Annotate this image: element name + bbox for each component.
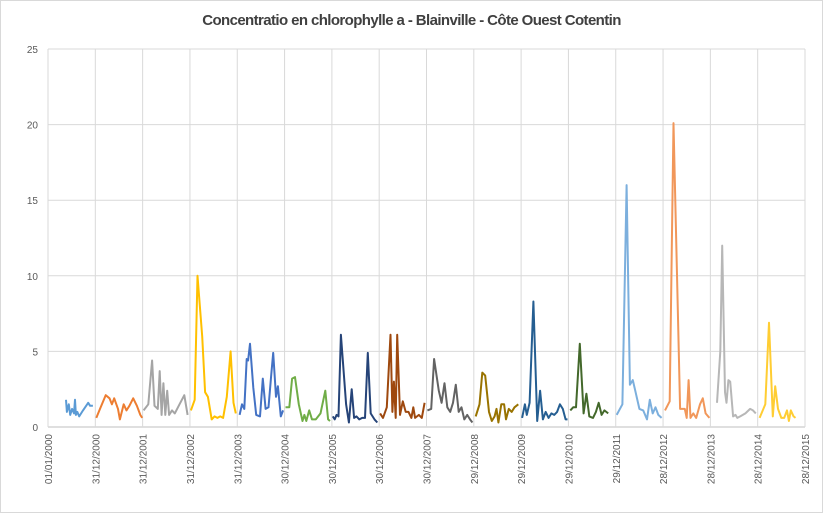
x-tick-label: 28/12/2012: [659, 434, 670, 484]
x-tick-label: 28/12/2015: [801, 434, 812, 484]
series-line-2008: [427, 358, 474, 424]
x-tick-label: 30/12/2006: [375, 434, 386, 484]
x-tick-label: 31/12/2003: [233, 434, 244, 484]
x-tick-label: 30/12/2005: [328, 434, 339, 484]
x-tick-label: 30/12/2004: [281, 434, 292, 484]
x-tick-label: 31/12/2002: [186, 434, 197, 484]
series-line-2006: [331, 333, 379, 424]
x-tick-label: 29/12/2008: [470, 434, 481, 484]
series-line-2003: [189, 274, 237, 421]
x-tick-label: 29/12/2010: [564, 434, 575, 484]
series-line-2004: [238, 342, 285, 418]
y-tick-label: 15: [27, 196, 39, 207]
series-line-2014: [716, 244, 757, 419]
x-tick-label: 30/12/2007: [423, 434, 434, 484]
y-tick-label: 0: [32, 423, 38, 434]
series-line-2011: [569, 342, 609, 419]
y-tick-label: 5: [32, 347, 38, 358]
series-line-2013: [664, 122, 711, 419]
x-tick-label: 28/12/2014: [754, 434, 765, 484]
chart-title: Concentratio en chlorophylle a - Blainvi…: [202, 12, 621, 29]
series-line-2001: [95, 394, 144, 421]
series-line-2005: [285, 376, 331, 422]
y-tick-label: 20: [27, 121, 39, 132]
y-tick-label: 10: [27, 272, 39, 283]
x-tick-label: 29/12/2009: [517, 434, 528, 484]
x-tick-label: 31/12/2000: [91, 434, 102, 484]
series-line-2002: [142, 359, 189, 416]
series-line-2007: [379, 333, 426, 419]
x-tick-label: 28/12/2013: [706, 434, 717, 484]
series-line-2012: [615, 184, 663, 421]
x-tick-label: 29/12/2011: [612, 434, 623, 484]
x-tick-label: 31/12/2001: [139, 434, 150, 484]
y-tick-label: 25: [27, 45, 39, 56]
series-line-2010: [521, 300, 568, 422]
series-line-2015: [758, 321, 797, 422]
series-line-2009: [474, 371, 519, 424]
x-tick-label: 01/01/2000: [44, 434, 55, 484]
series-line-2000: [65, 398, 93, 418]
